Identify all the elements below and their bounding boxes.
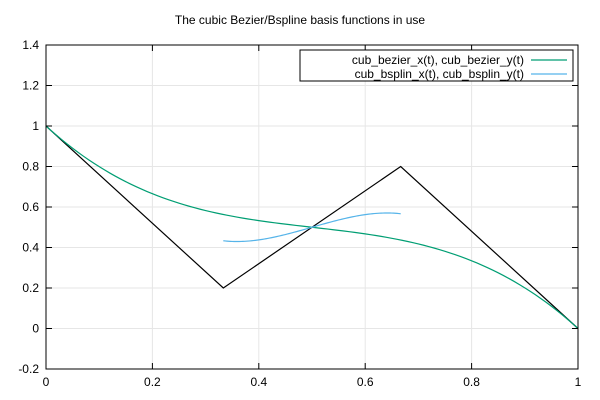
legend-box [299, 49, 574, 82]
axis-ticks: 0 0.2 0.4 0.6 0.8 1 -0.2 0 0.2 0.4 0.6 0.8 1 1.2 1.4 [18, 38, 581, 389]
y-tick-label: 1 [32, 119, 39, 133]
x-tick-label: 0.2 [144, 375, 161, 389]
x-tick-label: 0.8 [463, 375, 480, 389]
x-tick-label: 1 [575, 375, 582, 389]
series-layer [45, 125, 579, 329]
y-tick-label: 0.8 [22, 160, 39, 174]
legend: cub_bezier_x(t), cub_bezier_y(t)cub_bspl… [299, 49, 574, 82]
chart-title: The cubic Bezier/Bspline basis functions… [175, 13, 425, 27]
y-tick-label: 0.4 [22, 241, 39, 255]
y-tick-label: 0 [32, 322, 39, 336]
y-tick-label: 1.4 [22, 38, 39, 52]
x-tick-label: 0.4 [250, 375, 267, 389]
series-line-bspline [223, 212, 401, 243]
x-tick-label: 0.6 [357, 375, 374, 389]
y-tick-label: -0.2 [18, 362, 39, 376]
y-tick-label: 0.2 [22, 281, 39, 295]
y-tick-label: 0.6 [22, 200, 39, 214]
legend-label: cub_bsplin_x(t), cub_bsplin_y(t) [355, 67, 524, 81]
y-tick-label: 1.2 [22, 79, 39, 93]
x-tick-label: 0 [43, 375, 50, 389]
legend-label: cub_bezier_x(t), cub_bezier_y(t) [352, 53, 524, 67]
